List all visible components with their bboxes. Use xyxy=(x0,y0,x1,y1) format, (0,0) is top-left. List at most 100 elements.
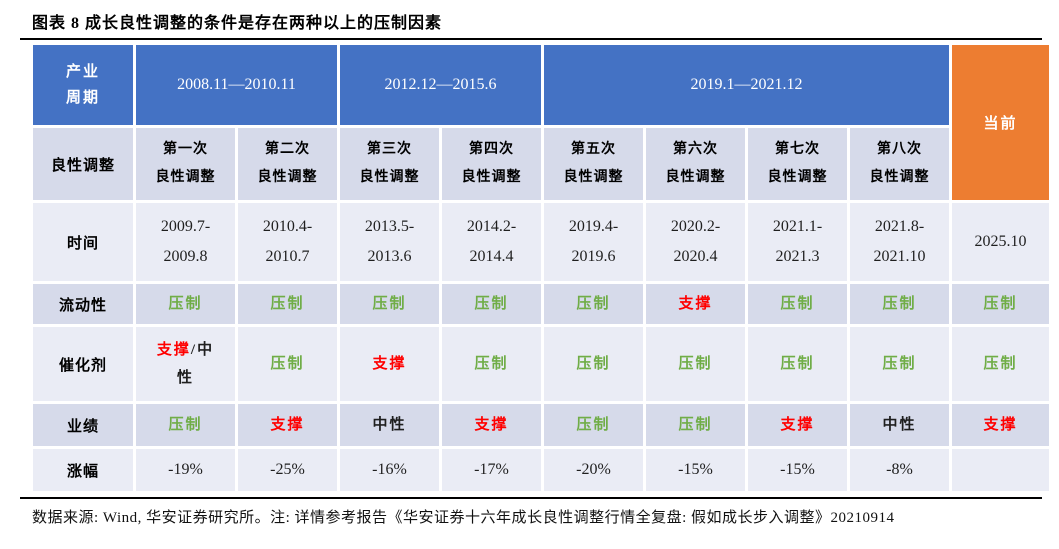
status-text: 2021.3 xyxy=(775,248,820,265)
status-text: 压制 xyxy=(678,356,713,372)
status-text: 2009.8 xyxy=(163,248,208,265)
earnings-cell-1: 压制 xyxy=(136,404,235,446)
status-text: 2021.10 xyxy=(873,248,926,265)
liquidity-cell-8: 压制 xyxy=(850,284,949,324)
status-text: 支撑 xyxy=(780,417,815,433)
change-cell-8: -8% xyxy=(850,449,949,491)
change-label: 涨幅 xyxy=(33,449,133,491)
time-cell-3: 2013.5- 2013.6 xyxy=(340,203,439,281)
earnings-cell-3: 中性 xyxy=(340,404,439,446)
catalyst-cell-2: 压制 xyxy=(238,327,337,401)
status-text: 压制 xyxy=(168,296,203,312)
liquidity-cell-7: 压制 xyxy=(748,284,847,324)
status-text: 压制 xyxy=(882,356,917,372)
status-text: /中 xyxy=(190,342,215,358)
status-text: -19% xyxy=(168,461,203,478)
earnings-row: 业绩 压制 支撑 中性 支撑 压制 压制 支撑 中性 支撑 xyxy=(33,404,1049,446)
source-note: 数据来源: Wind, 华安证券研究所。注: 详情参考报告《华安证券十六年成长良… xyxy=(32,510,895,526)
status-text: 性 xyxy=(176,370,194,386)
status-text: 2010.7 xyxy=(265,248,310,265)
liquidity-cell-5: 压制 xyxy=(544,284,643,324)
status-text: 压制 xyxy=(780,296,815,312)
liquidity-cell-2: 压制 xyxy=(238,284,337,324)
episode-header-1: 第一次 良性调整 xyxy=(136,128,235,200)
episode-header-3: 第三次 良性调整 xyxy=(340,128,439,200)
earnings-cell-8: 中性 xyxy=(850,404,949,446)
adjustment-row-header: 良性调整 xyxy=(33,128,133,200)
change-row: 涨幅 -19% -25% -16% -17% -20% -15% -15% -8% xyxy=(33,449,1049,491)
catalyst-cell-7: 压制 xyxy=(748,327,847,401)
time-row: 时间 2009.7- 2009.8 2010.4- 2010.7 2013.5- 2013.… xyxy=(33,203,1049,281)
status-text: 2013.6 xyxy=(367,248,412,265)
status-text: 压制 xyxy=(983,356,1018,372)
status-text: 2019.4- xyxy=(568,218,619,235)
earnings-label: 业绩 xyxy=(33,404,133,446)
catalyst-cell-6: 压制 xyxy=(646,327,745,401)
catalyst-cell-1: 支撑/中性 xyxy=(136,327,235,401)
change-cell-2: -25% xyxy=(238,449,337,491)
status-text: 支撑 xyxy=(678,296,713,312)
industry-cycle-header: 产业 周期 xyxy=(33,45,133,125)
episode-header-7: 第七次 良性调整 xyxy=(748,128,847,200)
liquidity-cell-3: 压制 xyxy=(340,284,439,324)
time-cell-7: 2021.1- 2021.3 xyxy=(748,203,847,281)
time-current-cell: 2025.10 xyxy=(952,203,1049,281)
status-text: 2014.4 xyxy=(469,248,514,265)
status-text: 支撑 xyxy=(372,356,407,372)
liquidity-cell-4: 压制 xyxy=(442,284,541,324)
status-text: -15% xyxy=(678,461,713,478)
current-header: 当前 xyxy=(952,45,1049,200)
status-text: -15% xyxy=(780,461,815,478)
status-text: 压制 xyxy=(678,417,713,433)
time-cell-1: 2009.7- 2009.8 xyxy=(136,203,235,281)
status-text: 中性 xyxy=(882,417,917,433)
title-divider xyxy=(20,38,1042,40)
catalyst-current-cell: 压制 xyxy=(952,327,1049,401)
status-text: 压制 xyxy=(576,356,611,372)
report-figure: 图表 8 成长良性调整的条件是存在两种以上的压制因素 产业 周期 2008.11—2… xyxy=(0,9,1059,527)
time-cell-6: 2020.2- 2020.4 xyxy=(646,203,745,281)
adjustment-table-body: 产业 周期 2008.11—2010.11 2012.12—2015.6 2019.1—… xyxy=(33,45,1049,491)
change-cell-4: -17% xyxy=(442,449,541,491)
adjustment-table: 产业 周期 2008.11—2010.11 2012.12—2015.6 2019.1—… xyxy=(30,42,1052,494)
status-text: 2021.1- xyxy=(772,218,823,235)
episode-header-4: 第四次 良性调整 xyxy=(442,128,541,200)
status-text: 压制 xyxy=(168,417,203,433)
status-text: 压制 xyxy=(576,417,611,433)
time-cell-8: 2021.8- 2021.10 xyxy=(850,203,949,281)
status-text: 2021.8- xyxy=(874,218,925,235)
footer-divider xyxy=(20,497,1042,499)
status-text: 压制 xyxy=(780,356,815,372)
change-cell-7: -15% xyxy=(748,449,847,491)
earnings-cell-6: 压制 xyxy=(646,404,745,446)
episode-header-row: 良性调整 第一次 良性调整 第二次 良性调整 第三次 良性调整 第四次 良性调整 第五次 良性调整第… xyxy=(33,128,1049,200)
status-text: 支撑 xyxy=(156,342,191,358)
status-text: 2020.4 xyxy=(673,248,718,265)
status-text: 压制 xyxy=(474,356,509,372)
status-text: 2025.10 xyxy=(974,233,1027,250)
earnings-cell-7: 支撑 xyxy=(748,404,847,446)
status-text: 压制 xyxy=(576,296,611,312)
period-header-3: 2019.1—2021.12 xyxy=(544,45,949,125)
status-text: -25% xyxy=(270,461,305,478)
liquidity-cell-6: 支撑 xyxy=(646,284,745,324)
status-text: -17% xyxy=(474,461,509,478)
catalyst-cell-5: 压制 xyxy=(544,327,643,401)
liquidity-current-cell: 压制 xyxy=(952,284,1049,324)
episode-header-8: 第八次 良性调整 xyxy=(850,128,949,200)
time-cell-2: 2010.4- 2010.7 xyxy=(238,203,337,281)
status-text: 支撑 xyxy=(474,417,509,433)
catalyst-cell-8: 压制 xyxy=(850,327,949,401)
figure-title: 图表 8 成长良性调整的条件是存在两种以上的压制因素 xyxy=(32,15,443,32)
catalyst-cell-4: 压制 xyxy=(442,327,541,401)
status-text: 压制 xyxy=(270,356,305,372)
status-text: 压制 xyxy=(474,296,509,312)
status-text: 压制 xyxy=(882,296,917,312)
episode-header-5: 第五次 良性调整 xyxy=(544,128,643,200)
status-text: 2009.7- xyxy=(160,218,211,235)
status-text: 2019.6 xyxy=(571,248,616,265)
status-text: 压制 xyxy=(983,296,1018,312)
status-text: 2014.2- xyxy=(466,218,517,235)
period-header-2: 2012.12—2015.6 xyxy=(340,45,541,125)
period-header-1: 2008.11—2010.11 xyxy=(136,45,337,125)
